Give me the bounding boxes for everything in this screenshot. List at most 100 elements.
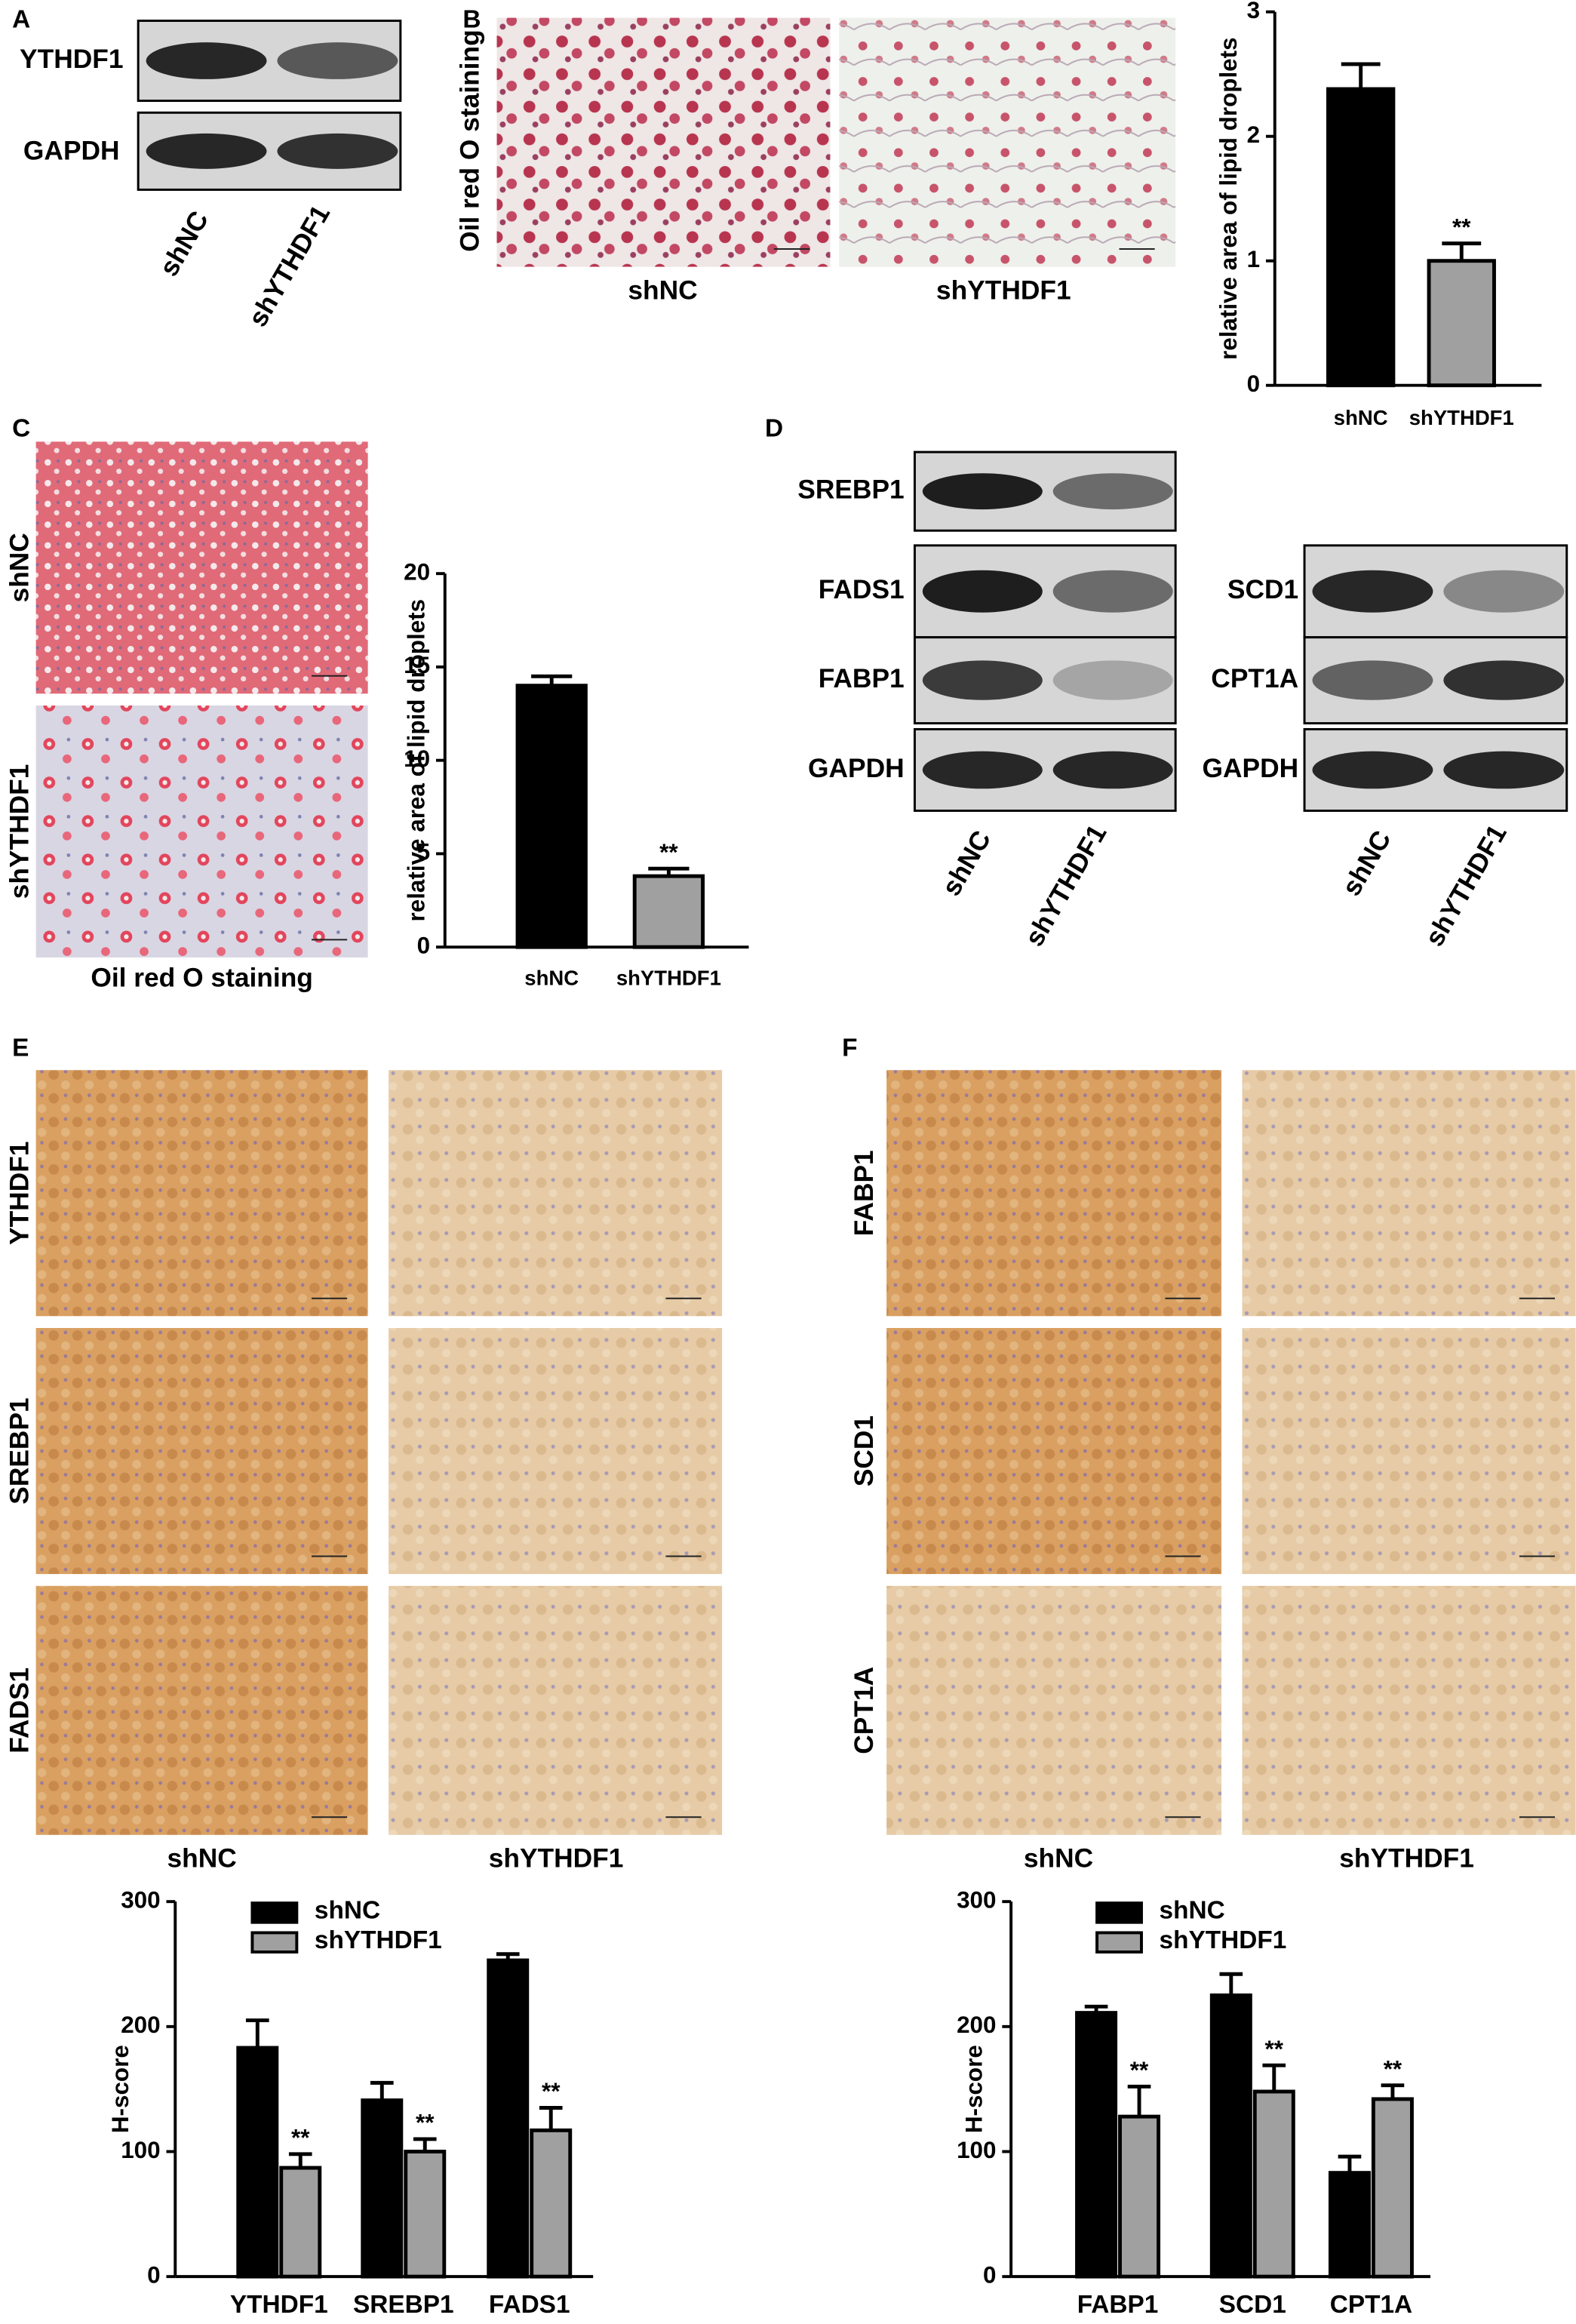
x-tick-label: SCD1 xyxy=(1219,2291,1286,2319)
y-tick-label: 200 xyxy=(957,2012,996,2038)
legend-swatch xyxy=(1095,1901,1143,1924)
legend-swatch xyxy=(250,1901,299,1924)
bar xyxy=(515,684,588,949)
significance: ** xyxy=(542,2078,561,2104)
bar xyxy=(1075,2011,1118,2279)
label: YTHDF1 xyxy=(20,45,123,74)
blot-band xyxy=(922,473,1043,510)
significance: ** xyxy=(1384,2055,1402,2082)
y-tick-label: 100 xyxy=(957,2137,996,2163)
micrograph xyxy=(389,1328,723,1575)
panel-letter: A xyxy=(12,5,30,33)
micrograph xyxy=(496,17,831,267)
micrograph xyxy=(1242,1070,1576,1317)
label: shYTHDF1 xyxy=(1019,819,1112,951)
blot-band xyxy=(146,133,267,169)
bar xyxy=(1326,87,1396,388)
blot-band xyxy=(1443,660,1565,700)
y-axis-label: relative area of lipid droplets xyxy=(1215,37,1242,360)
label: SREBP1 xyxy=(5,1397,34,1504)
bar xyxy=(1427,259,1496,388)
x-tick-label: shYTHDF1 xyxy=(616,967,721,990)
bar xyxy=(632,874,705,949)
y-tick-label: 15 xyxy=(404,652,430,678)
label: shNC xyxy=(167,1844,236,1874)
x-tick-label: FADS1 xyxy=(489,2291,570,2319)
x-tick-label: YTHDF1 xyxy=(230,2291,328,2319)
label: shYTHDF1 xyxy=(5,764,34,899)
label: FADS1 xyxy=(5,1668,34,1754)
blot-band xyxy=(1443,570,1565,613)
blot-band xyxy=(1052,473,1173,510)
label: YTHDF1 xyxy=(5,1142,34,1245)
y-axis-label: H-score xyxy=(107,2045,134,2133)
label: shYTHDF1 xyxy=(1339,1844,1474,1874)
label: SCD1 xyxy=(1227,575,1298,604)
label: shNC xyxy=(1337,825,1397,900)
significance: ** xyxy=(416,2110,435,2136)
y-tick-label: 10 xyxy=(404,745,430,772)
label: GAPDH xyxy=(1203,754,1299,783)
panel-letter: E xyxy=(12,1034,29,1062)
x-tick-label: shYTHDF1 xyxy=(1409,406,1514,429)
x-tick-label: FABP1 xyxy=(1077,2291,1159,2319)
micrograph xyxy=(1242,1585,1576,1835)
label: shNC xyxy=(628,275,697,305)
micrograph xyxy=(389,1585,723,1835)
y-tick-label: 300 xyxy=(121,1886,160,1913)
blot-band xyxy=(1312,660,1433,700)
label: shNC xyxy=(5,533,34,602)
micrograph xyxy=(886,1328,1222,1575)
blot-band xyxy=(1312,570,1433,613)
label: shYTHDF1 xyxy=(936,275,1071,305)
bar xyxy=(1118,2114,1161,2279)
label: FABP1 xyxy=(849,1150,879,1236)
y-axis-label: H-score xyxy=(960,2045,987,2133)
label: shNC xyxy=(1024,1844,1093,1874)
label: Oil red O staining xyxy=(91,964,313,993)
y-tick-label: 3 xyxy=(1247,0,1260,23)
label: GAPDH xyxy=(23,137,120,166)
significance: ** xyxy=(1130,2057,1149,2083)
y-axis-label: relative area of lipid droplets xyxy=(404,599,430,922)
label: shYTHDF1 xyxy=(243,200,336,331)
panel-letter: D xyxy=(765,414,783,442)
label: SREBP1 xyxy=(797,475,904,505)
label: GAPDH xyxy=(808,754,905,783)
significance: ** xyxy=(291,2124,310,2150)
y-tick-label: 300 xyxy=(957,1886,996,1913)
bar xyxy=(530,2128,573,2279)
blot-band xyxy=(277,42,398,79)
y-tick-label: 0 xyxy=(1247,370,1260,397)
legend-swatch xyxy=(250,1931,299,1954)
blot-band xyxy=(922,751,1043,789)
label: shYTHDF1 xyxy=(1420,819,1513,951)
y-tick-label: 0 xyxy=(147,2261,160,2288)
panel-letter: B xyxy=(462,5,481,33)
y-tick-label: 200 xyxy=(121,2012,160,2038)
blot-band xyxy=(1443,751,1565,789)
micrograph xyxy=(35,706,368,958)
micrograph xyxy=(1242,1328,1576,1575)
micrograph xyxy=(839,17,1176,267)
y-tick-label: 1 xyxy=(1247,246,1260,272)
bar xyxy=(1328,2171,1371,2279)
micrograph xyxy=(35,1585,368,1835)
label: CPT1A xyxy=(849,1667,879,1754)
label: shNC xyxy=(936,825,997,900)
y-tick-label: 20 xyxy=(404,558,430,585)
micrograph xyxy=(35,441,368,694)
label: SCD1 xyxy=(849,1416,879,1486)
blot-band xyxy=(1052,660,1173,700)
legend-label: shYTHDF1 xyxy=(1160,1926,1287,1954)
blot-band xyxy=(1052,751,1173,789)
x-tick-label: SREBP1 xyxy=(353,2291,454,2319)
label: FABP1 xyxy=(819,664,905,693)
panel-letter: C xyxy=(12,414,30,442)
label: FADS1 xyxy=(819,575,905,604)
y-tick-label: 0 xyxy=(417,932,430,958)
y-tick-label: 5 xyxy=(417,839,430,865)
bar xyxy=(1209,1993,1252,2279)
label: CPT1A xyxy=(1211,664,1298,693)
